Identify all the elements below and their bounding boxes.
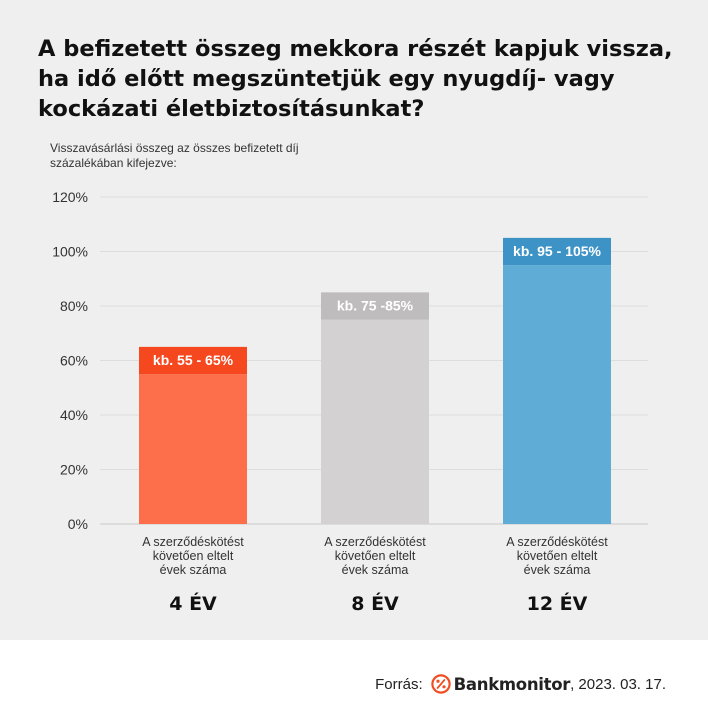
bar-range-label: kb. 75 -85%: [337, 297, 414, 313]
percent-circle-icon: [430, 674, 451, 694]
bar-range-cap: [503, 237, 611, 266]
chart-panel: A befizetett összeg mekkora részét kapju…: [0, 0, 708, 640]
category-caption-line: követően eltelt: [153, 549, 234, 563]
footer: Forrás: Bankmonitor , 2023. 03. 17.: [0, 640, 708, 708]
bar-range-label: kb. 95 - 105%: [513, 243, 601, 259]
category-caption-line: A szerződéskötést: [142, 535, 244, 549]
bar: [503, 265, 611, 524]
bar-range-label: kb. 55 - 65%: [153, 352, 234, 368]
category-label: 8 ÉV: [351, 592, 399, 615]
category-caption-line: évek száma: [524, 563, 591, 577]
bar-range-cap: [139, 346, 247, 375]
bar-chart: 0% 20% 40% 60% 80% 100% 120% kb. 55 - 65% A szer…: [52, 189, 648, 615]
y-tick-label: 60%: [60, 353, 88, 369]
y-tick-label: 0%: [68, 516, 88, 532]
brand-name: Bankmonitor: [453, 674, 571, 694]
bar: [139, 374, 247, 524]
category-label: 12 ÉV: [527, 592, 588, 615]
category-caption-line: A szerződéskötést: [324, 535, 426, 549]
category-caption-line: évek száma: [342, 563, 409, 577]
source-label: Forrás:: [375, 675, 423, 693]
y-tick-label: 80%: [60, 298, 88, 314]
category-caption: A szerződéskötést követően eltelt évek szá…: [142, 535, 244, 577]
category-caption-line: évek száma: [160, 563, 227, 577]
source-date: , 2023. 03. 17.: [570, 675, 666, 693]
category-caption-line: követően eltelt: [335, 549, 416, 563]
source-credit: Forrás: Bankmonitor , 2023. 03. 17.: [375, 674, 666, 694]
category-label: 4 ÉV: [169, 592, 217, 615]
y-tick-label: 120%: [52, 189, 88, 205]
category-caption-line: követően eltelt: [517, 549, 598, 563]
category-caption: A szerződéskötést követően eltelt évek szá…: [324, 535, 426, 577]
chart-title: A befizetett összeg mekkora részét kapju…: [38, 36, 673, 122]
chart-subtitle: Visszavásárlási összeg az összes befizet…: [50, 141, 299, 170]
y-tick-label: 100%: [52, 244, 88, 260]
y-tick-label: 40%: [60, 407, 88, 423]
y-tick-label: 20%: [60, 462, 88, 478]
category-caption-line: A szerződéskötést: [506, 535, 608, 549]
bar: [321, 319, 429, 524]
category-caption: A szerződéskötést követően eltelt évek szá…: [506, 535, 608, 577]
bar-range-cap: [321, 292, 429, 320]
